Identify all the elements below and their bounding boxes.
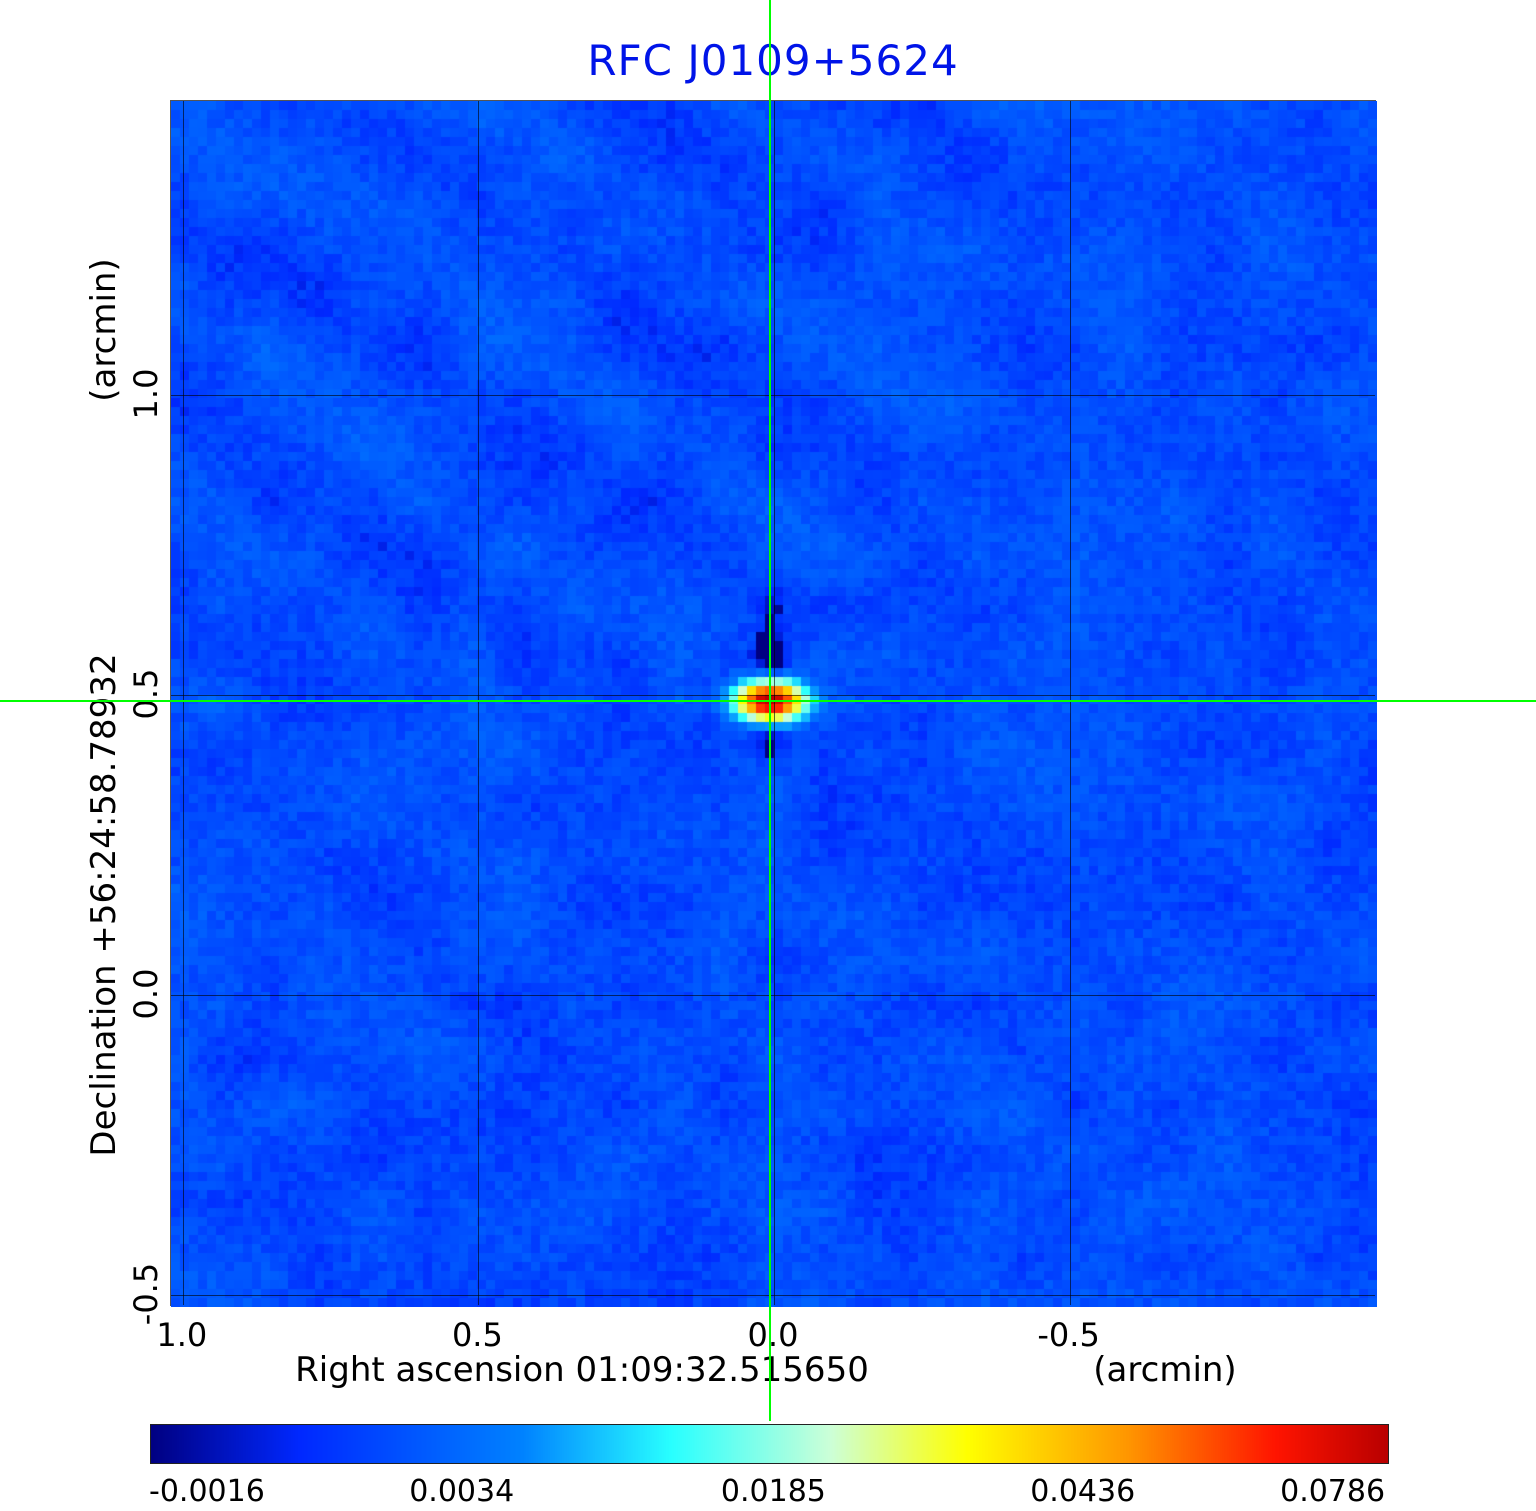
gridline-y--0.5 [171, 1295, 1375, 1296]
y-tick-label: 0.5 [127, 668, 165, 720]
colorbar-tick-label: 0.0034 [409, 1474, 515, 1509]
y-axis-unit-label: (arcmin) [84, 258, 124, 402]
x-tick-label: -0.5 [1037, 1316, 1100, 1354]
colorbar-tick-label: 0.0185 [720, 1474, 826, 1509]
colorbar-tick-label: -0.0016 [148, 1474, 265, 1509]
colorbar [150, 1424, 1389, 1464]
gridline-x-0.0 [774, 101, 775, 1305]
x-axis-unit-label: (arcmin) [1093, 1350, 1237, 1390]
gridline-y-0.0 [171, 995, 1375, 996]
gridline-y-1.0 [171, 395, 1375, 396]
x-axis-label: Right ascension 01:09:32.515650 [295, 1350, 869, 1390]
x-tick-label: 0.5 [451, 1316, 503, 1354]
colorbar-tick-label: 0.0436 [1030, 1474, 1136, 1509]
gridline-x-0.5 [478, 101, 480, 1305]
y-tick-label: -0.5 [127, 1262, 165, 1326]
y-tick-label: 0.0 [127, 968, 165, 1020]
x-tick-label: 1.0 [156, 1316, 208, 1354]
y-tick-label: 1.0 [127, 368, 165, 420]
crosshair-vertical-line [769, 0, 771, 1421]
gridline-x--0.5 [1069, 101, 1071, 1305]
plot-area [170, 100, 1377, 1307]
x-tick-label: 0.0 [747, 1316, 799, 1354]
gridline-y-0.5 [171, 695, 1375, 696]
crosshair-horizontal-line [0, 700, 1536, 702]
plot-title: RFC J0109+5624 [587, 36, 959, 85]
colorbar-tick-label: 0.0786 [1280, 1474, 1386, 1509]
y-axis-label: Declination +56:24:58.78932 [84, 653, 124, 1157]
gridline-x-1.0 [182, 101, 184, 1305]
